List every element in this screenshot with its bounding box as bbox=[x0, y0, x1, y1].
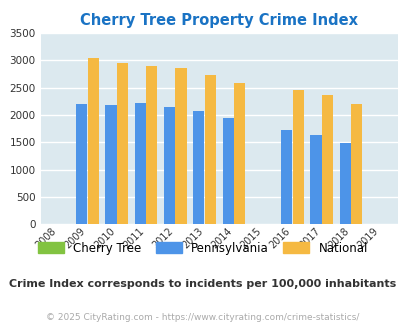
Bar bbox=[204, 75, 215, 224]
Bar bbox=[76, 104, 87, 224]
Bar bbox=[164, 107, 175, 224]
Text: Crime Index corresponds to incidents per 100,000 inhabitants: Crime Index corresponds to incidents per… bbox=[9, 279, 396, 289]
Bar bbox=[310, 135, 321, 224]
Bar bbox=[105, 106, 116, 224]
Bar bbox=[292, 90, 303, 224]
Bar bbox=[281, 130, 292, 224]
Title: Cherry Tree Property Crime Index: Cherry Tree Property Crime Index bbox=[80, 13, 357, 28]
Bar bbox=[134, 103, 145, 224]
Bar bbox=[339, 143, 350, 224]
Bar bbox=[222, 118, 233, 224]
Text: © 2025 CityRating.com - https://www.cityrating.com/crime-statistics/: © 2025 CityRating.com - https://www.city… bbox=[46, 313, 359, 322]
Bar bbox=[233, 83, 245, 224]
Bar bbox=[321, 95, 332, 224]
Legend: Cherry Tree, Pennsylvania, National: Cherry Tree, Pennsylvania, National bbox=[33, 237, 372, 259]
Bar bbox=[193, 111, 204, 224]
Bar bbox=[175, 68, 186, 224]
Bar bbox=[350, 104, 361, 224]
Bar bbox=[146, 66, 157, 224]
Bar bbox=[117, 62, 128, 224]
Bar bbox=[87, 58, 98, 224]
